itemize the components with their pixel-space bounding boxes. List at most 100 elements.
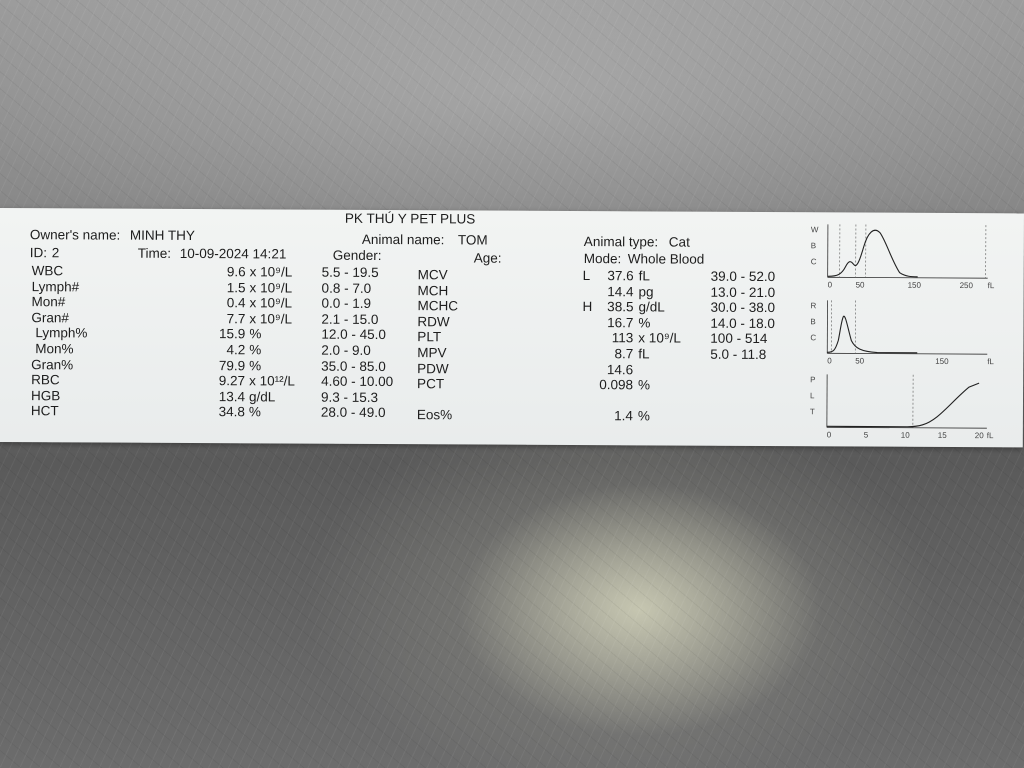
mode-value: Whole Blood	[627, 251, 705, 267]
histogram-unit-label: fL	[987, 357, 994, 366]
param-unit: %	[249, 357, 262, 373]
histogram-curve	[827, 229, 918, 278]
histogram-x-axis	[827, 352, 988, 355]
histogram-unit-label: fL	[987, 431, 994, 440]
histogram-tick-label: 50	[855, 356, 864, 365]
param-name: MCV	[417, 267, 448, 283]
param-unit: %	[638, 315, 651, 331]
age-label: Age:	[473, 250, 502, 266]
wbc-histogram: WBC 0 50 150 250 fL	[811, 224, 995, 290]
histogram-axis-letter: T	[810, 407, 815, 416]
param-name: PDW	[417, 360, 449, 376]
animal-name-label: Animal name:	[361, 231, 445, 248]
reference-range: 5.0 - 11.8	[710, 346, 767, 363]
gender-label: Gender:	[332, 247, 382, 263]
param-value: 37.6	[607, 268, 634, 284]
param-unit: x 10¹²/L	[249, 373, 295, 389]
animal-type-label: Animal type:	[583, 234, 659, 250]
histogram-tick-label: 0	[828, 280, 833, 289]
param-value: 13.4	[218, 388, 246, 405]
param-name: PLT	[417, 329, 442, 345]
param-value: 7.7	[226, 310, 246, 327]
histogram-curve	[827, 315, 918, 354]
histogram-axis-letter: C	[811, 257, 817, 266]
histogram-unit-label: fL	[988, 281, 995, 290]
param-unit: x 10⁹/L	[249, 264, 293, 280]
param-value: 8.7	[614, 346, 634, 362]
param-value: 16.7	[607, 314, 634, 331]
histogram-axis-letter: B	[810, 317, 815, 326]
histogram-x-axis	[827, 276, 988, 279]
reference-range: 2.0 - 9.0	[321, 342, 371, 358]
param-value: 38.5	[607, 299, 634, 315]
param-name: MCHC	[417, 298, 459, 314]
param-name: HGB	[30, 387, 61, 404]
id-label: ID:	[29, 245, 48, 261]
reference-range: 4.60 - 10.00	[321, 373, 394, 390]
animal-type: Cat	[668, 234, 690, 250]
param-value: 14.4	[607, 283, 634, 299]
histogram-axis-letter: B	[811, 241, 816, 250]
histogram-curve	[826, 382, 980, 428]
histogram-axis-letter: W	[811, 225, 819, 234]
histogram-tick-label: 250	[960, 281, 974, 290]
reference-range: 39.0 - 52.0	[710, 268, 776, 285]
param-value: 34.8	[218, 404, 245, 420]
param-name: Gran#	[31, 309, 69, 326]
histogram-tick-label: 10	[901, 431, 910, 440]
mode-label: Mode:	[583, 251, 622, 267]
param-unit: x 10⁹/L	[249, 279, 293, 296]
param-unit: %	[248, 404, 261, 420]
cbc-receipt: PK THÚ Y PET PLUS Owner's name: MINH THY…	[0, 208, 1024, 448]
param-name: Lymph#	[31, 278, 80, 295]
time-value: 10-09-2024 14:21	[179, 245, 287, 262]
histogram-tick-label: 50	[856, 280, 865, 289]
param-value: 1.4	[614, 408, 633, 424]
histogram-axis-letter: P	[810, 375, 815, 384]
param-unit: fL	[638, 268, 650, 284]
animal-name: TOM	[457, 232, 488, 248]
param-value: 4.2	[226, 342, 246, 358]
time-label: Time:	[137, 245, 172, 261]
param-name: MPV	[417, 345, 447, 361]
param-name: RBC	[31, 372, 60, 388]
reference-range: 2.1 - 15.0	[321, 311, 379, 327]
histogram-tick-label: 150	[908, 281, 922, 290]
histogram-tick-label: 5	[864, 431, 869, 440]
param-unit: g/dL	[638, 299, 665, 315]
reference-range: 35.0 - 85.0	[321, 358, 386, 374]
reference-range: 0.0 - 1.9	[321, 295, 372, 312]
histogram-tick-label: 15	[938, 431, 947, 440]
reference-range: 12.0 - 45.0	[321, 327, 386, 343]
histogram-tick-label: 0	[827, 430, 832, 439]
param-unit: pg	[638, 283, 654, 300]
param-name: WBC	[31, 263, 64, 279]
reference-range: 9.3 - 15.3	[320, 389, 379, 405]
param-value: 1.5	[226, 279, 246, 295]
reference-range: 100 - 514	[710, 331, 768, 347]
histogram-axis-letter: L	[810, 391, 815, 400]
reference-range: 28.0 - 49.0	[320, 405, 386, 421]
patient-id: 2	[51, 245, 60, 261]
param-name: Mon%	[35, 341, 74, 357]
param-unit: g/dL	[248, 389, 276, 405]
param-name: PCT	[417, 376, 445, 392]
param-unit: %	[249, 326, 262, 342]
param-value: 14.6	[606, 361, 634, 377]
plt-histogram: PLT 0 5 10 15 20 fL	[810, 374, 994, 440]
histogram-axis-letter: C	[810, 333, 816, 342]
param-value: 9.6	[226, 264, 246, 280]
param-unit: %	[249, 342, 262, 358]
param-name: Gran%	[31, 356, 74, 372]
histogram-tick-label: 0	[827, 356, 832, 365]
histogram-x-axis	[826, 426, 987, 429]
rbc-histogram: RBC 0 50 150 fL	[810, 300, 994, 366]
param-name: HCT	[30, 403, 59, 419]
param-value: 0.098	[599, 377, 634, 393]
owner-name: MINH THY	[129, 227, 195, 244]
param-value: 15.9	[219, 326, 246, 342]
param-name: Mon#	[31, 294, 66, 310]
reference-range: 5.5 - 19.5	[321, 264, 379, 280]
reference-range: 0.8 - 7.0	[321, 280, 372, 296]
param-name: Eos%	[416, 407, 453, 423]
